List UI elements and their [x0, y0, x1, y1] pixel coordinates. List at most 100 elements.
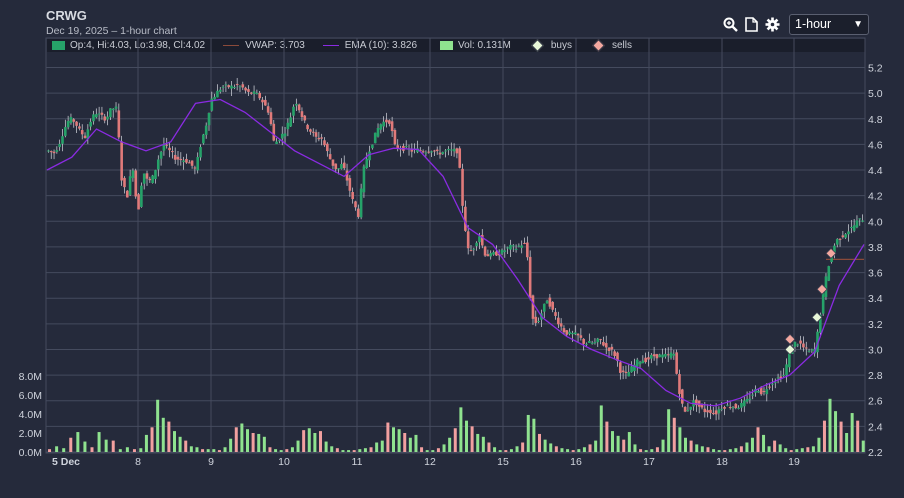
volume-bar [125, 447, 129, 452]
interval-select[interactable]: 1-hour ▼ [789, 13, 869, 35]
volume-bar [302, 430, 306, 452]
volume-bar [850, 413, 854, 452]
volume-bar [223, 447, 227, 452]
candle-down [100, 112, 104, 115]
candle-down [103, 116, 107, 121]
volume-bar [655, 447, 659, 452]
candle-down [554, 312, 557, 316]
volume-bar [734, 448, 738, 452]
candle-down [703, 408, 707, 413]
candle-up [230, 85, 233, 89]
sell-marker [816, 283, 828, 295]
volume-bar [55, 446, 59, 452]
candle-down [348, 178, 352, 191]
date-tick-label: 12 [424, 456, 436, 468]
candle-up [128, 176, 132, 195]
volume-bar [212, 449, 216, 452]
volume-bar [229, 438, 233, 452]
candle-up [280, 133, 284, 139]
candle-down [841, 235, 845, 238]
candle-down [227, 85, 231, 88]
date-tick-label: 15 [497, 456, 509, 468]
price-tick-label: 4.0 [868, 216, 883, 228]
candle-up [66, 121, 70, 128]
candle-up [545, 300, 549, 304]
volume-bar [279, 450, 283, 452]
candle-down [624, 371, 628, 373]
volume-bar [274, 449, 278, 452]
price-tick-label: 3.4 [868, 293, 883, 305]
candle-down [342, 162, 346, 169]
candle-down [176, 156, 180, 160]
volume-bar [800, 448, 804, 452]
candle-up [593, 342, 597, 344]
zoom-icon[interactable] [722, 15, 739, 33]
candle-down [137, 194, 140, 210]
volume-bar [762, 434, 766, 452]
volume-bar [104, 439, 108, 452]
candle-up [503, 250, 507, 252]
candle-up [664, 353, 667, 357]
volume-bar [672, 417, 676, 452]
candle-down [314, 132, 318, 137]
candle-down [621, 370, 625, 372]
candle-up [444, 150, 447, 152]
volume-bar [622, 439, 626, 452]
volume-bar [560, 448, 564, 452]
volume-bar [217, 450, 221, 452]
volume-bar [795, 449, 799, 452]
candle-up [824, 276, 828, 298]
candle-up [371, 144, 374, 149]
candle-down [435, 149, 439, 152]
volume-bar [392, 427, 395, 452]
sell-marker [784, 333, 796, 345]
candle-up [182, 160, 185, 163]
volume-bar [839, 421, 843, 452]
volume-bar [627, 432, 631, 452]
volume-bar [767, 446, 771, 452]
candle-up [210, 98, 214, 111]
candle-down [799, 340, 802, 344]
candle-up [850, 227, 853, 229]
candle-up [430, 151, 433, 153]
volume-bar [257, 433, 261, 452]
volume-bar [375, 442, 379, 452]
candle-down [495, 251, 498, 256]
candle-down [396, 145, 400, 149]
price-tick-label: 2.2 [868, 447, 883, 459]
candle-up [424, 152, 428, 154]
volume-bar [150, 427, 154, 452]
volume-bar [594, 440, 598, 452]
candle-down [838, 238, 842, 240]
volume-tick-label: 4.0M [19, 409, 42, 421]
candle-up [337, 168, 340, 170]
candle-down [711, 412, 715, 414]
candlesticks [47, 77, 864, 421]
candle-down [534, 316, 538, 323]
document-icon[interactable] [743, 15, 760, 33]
candle-down [599, 339, 602, 341]
candle-down [683, 406, 687, 412]
volume-bar [599, 405, 603, 452]
candle-down [385, 119, 388, 123]
legend-sells-text: sells [611, 40, 632, 51]
volume-bar [425, 450, 429, 452]
chart-axes: 2.2 2.4 2.6 2.8 3.0 3.2 3.4 3.6 3.8 4.0 4.2 4.4 4.6 4… [19, 63, 883, 469]
candle-down [582, 338, 585, 344]
volume-bar [178, 436, 182, 452]
candle-up [757, 390, 760, 393]
volume-bar [566, 449, 570, 452]
candle-down [607, 347, 611, 351]
gear-icon[interactable] [764, 15, 781, 33]
candle-down [728, 407, 732, 409]
candle-up [142, 173, 146, 184]
candle-down [247, 89, 250, 92]
volume-bar [83, 441, 87, 452]
trade-markers [784, 247, 837, 355]
candle-up [511, 245, 515, 247]
candle-down [334, 163, 338, 170]
candle-down [309, 129, 312, 132]
price-tick-label: 2.4 [868, 421, 883, 433]
volume-tick-label: 8.0M [19, 371, 42, 383]
